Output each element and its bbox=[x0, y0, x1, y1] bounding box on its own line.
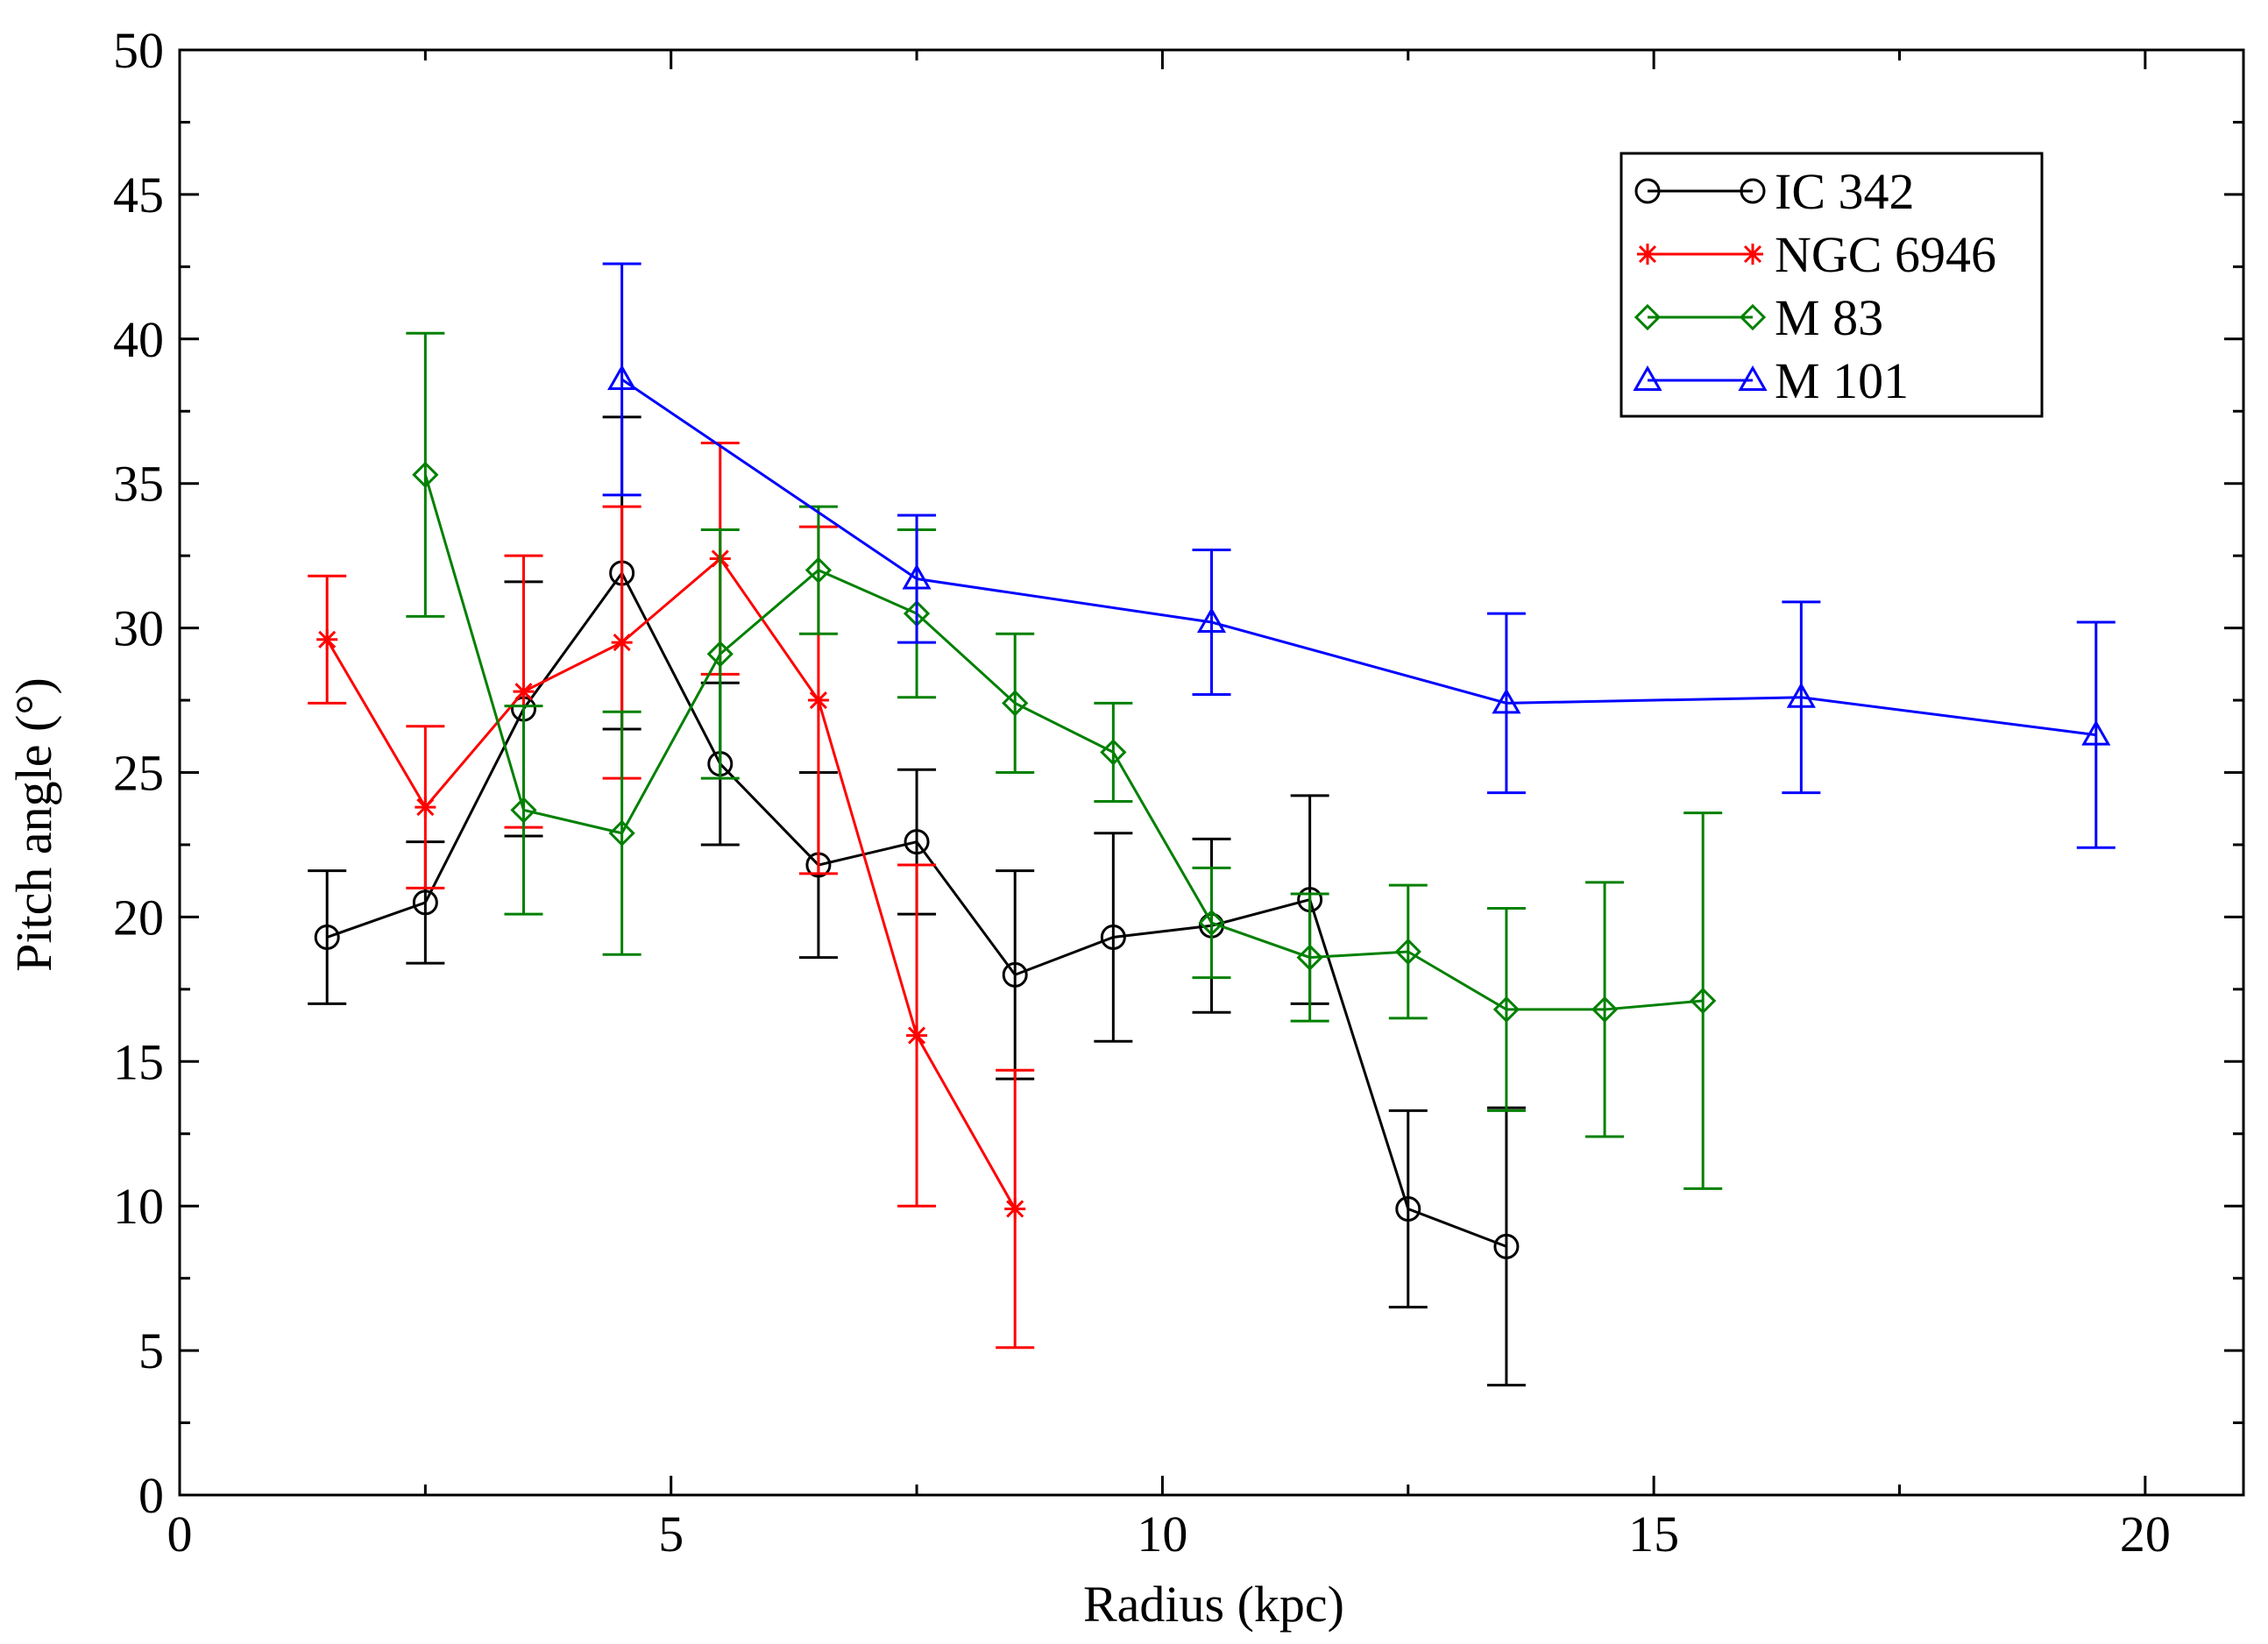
y-tick-label: 10 bbox=[113, 1178, 164, 1235]
data-point-ngc-6946 bbox=[513, 681, 535, 703]
x-tick-label: 0 bbox=[167, 1506, 193, 1563]
data-point-ic-342 bbox=[1100, 924, 1126, 950]
data-point-ngc-6946 bbox=[1004, 1198, 1026, 1220]
data-point-m-101 bbox=[902, 563, 932, 590]
legend-label: NGC 6946 bbox=[1775, 226, 1996, 283]
data-point-m-83 bbox=[1591, 996, 1619, 1024]
x-tick-label: 20 bbox=[2120, 1506, 2171, 1563]
data-point-m-83 bbox=[1690, 987, 1717, 1015]
data-point-m-83 bbox=[1296, 944, 1323, 971]
y-tick-label: 50 bbox=[113, 22, 164, 79]
data-point-m-83 bbox=[608, 819, 635, 847]
data-point-m-101 bbox=[607, 364, 637, 390]
legend-item-m-83: M 83 bbox=[1634, 289, 1883, 346]
series-line-m-83 bbox=[423, 474, 1704, 1011]
legend-marker bbox=[1634, 178, 1661, 204]
data-point-m-101 bbox=[1786, 682, 1816, 708]
y-tick-label: 25 bbox=[113, 745, 164, 802]
legend-label: M 83 bbox=[1775, 289, 1883, 346]
legend-marker bbox=[1739, 303, 1767, 331]
legend-marker bbox=[1634, 303, 1662, 331]
legend-marker bbox=[1742, 244, 1763, 265]
legend-marker bbox=[1637, 244, 1658, 265]
data-point-ic-342 bbox=[904, 829, 930, 855]
axes: 0 5 10 15 20 0 5 10 15 20 25 30 35 40 45 50 bbox=[113, 22, 2245, 1563]
y-tick-label: 40 bbox=[113, 311, 164, 368]
legend-marker bbox=[1633, 365, 1662, 391]
y-tick-label: 30 bbox=[113, 600, 164, 657]
series-line-ngc-6946 bbox=[325, 556, 1017, 1210]
data-point-ngc-6946 bbox=[611, 632, 633, 654]
data-point-ic-342 bbox=[412, 889, 438, 916]
data-point-m-83 bbox=[1002, 690, 1029, 717]
data-point-m-83 bbox=[1492, 996, 1520, 1024]
data-point-m-101 bbox=[1196, 606, 1227, 634]
data-point-m-83 bbox=[1394, 938, 1421, 966]
data-point-m-83 bbox=[412, 461, 439, 488]
legend-label: M 101 bbox=[1775, 352, 1909, 409]
data-point-ic-342 bbox=[1493, 1233, 1520, 1259]
data-point-m-101 bbox=[1492, 688, 1521, 714]
legend-item-ic-342: IC 342 bbox=[1634, 163, 1915, 220]
legend-box bbox=[1619, 152, 2044, 418]
data-point-m-83 bbox=[510, 797, 537, 824]
data-point-m-101 bbox=[2081, 719, 2111, 746]
data-point-m-83 bbox=[706, 641, 734, 668]
series-m-83 bbox=[406, 331, 1723, 1190]
y-tick-label: 0 bbox=[138, 1467, 164, 1524]
legend-marker bbox=[1740, 178, 1766, 204]
x-tick-label: 10 bbox=[1137, 1506, 1187, 1563]
y-tick-label: 20 bbox=[113, 889, 164, 946]
data-point-m-83 bbox=[1100, 739, 1127, 766]
legend-item-ngc-6946: NGC 6946 bbox=[1637, 226, 1996, 283]
legend-label: IC 342 bbox=[1775, 163, 1915, 220]
y-tick-label: 45 bbox=[113, 167, 164, 223]
y-axis-title: Pitch angle (°) bbox=[5, 677, 62, 972]
x-tick-label: 15 bbox=[1628, 1506, 1679, 1563]
data-point-ngc-6946 bbox=[316, 628, 338, 650]
x-axis-title: Radius (kpc) bbox=[1083, 1576, 1344, 1633]
x-tick-label: 5 bbox=[658, 1506, 684, 1563]
data-point-m-83 bbox=[1198, 909, 1225, 937]
data-point-ic-342 bbox=[1002, 961, 1028, 988]
y-tick-label: 5 bbox=[138, 1322, 164, 1379]
data-point-ngc-6946 bbox=[906, 1024, 928, 1046]
data-point-ngc-6946 bbox=[807, 690, 829, 712]
data-point-ic-342 bbox=[314, 924, 340, 950]
y-tick-label: 35 bbox=[113, 456, 164, 513]
legend-marker bbox=[1738, 365, 1768, 391]
data-point-m-83 bbox=[804, 556, 833, 584]
series-m-101 bbox=[602, 262, 2116, 849]
legend-item-m-101: M 101 bbox=[1633, 352, 1909, 409]
plot-area bbox=[308, 262, 2116, 1387]
y-tick-label: 15 bbox=[113, 1033, 164, 1090]
data-point-ngc-6946 bbox=[415, 797, 436, 818]
data-point-ic-342 bbox=[1395, 1195, 1421, 1222]
legend: IC 342 NGC 6946 M 83 M 101 bbox=[1619, 152, 2044, 418]
series-line-m-101 bbox=[620, 378, 2096, 737]
